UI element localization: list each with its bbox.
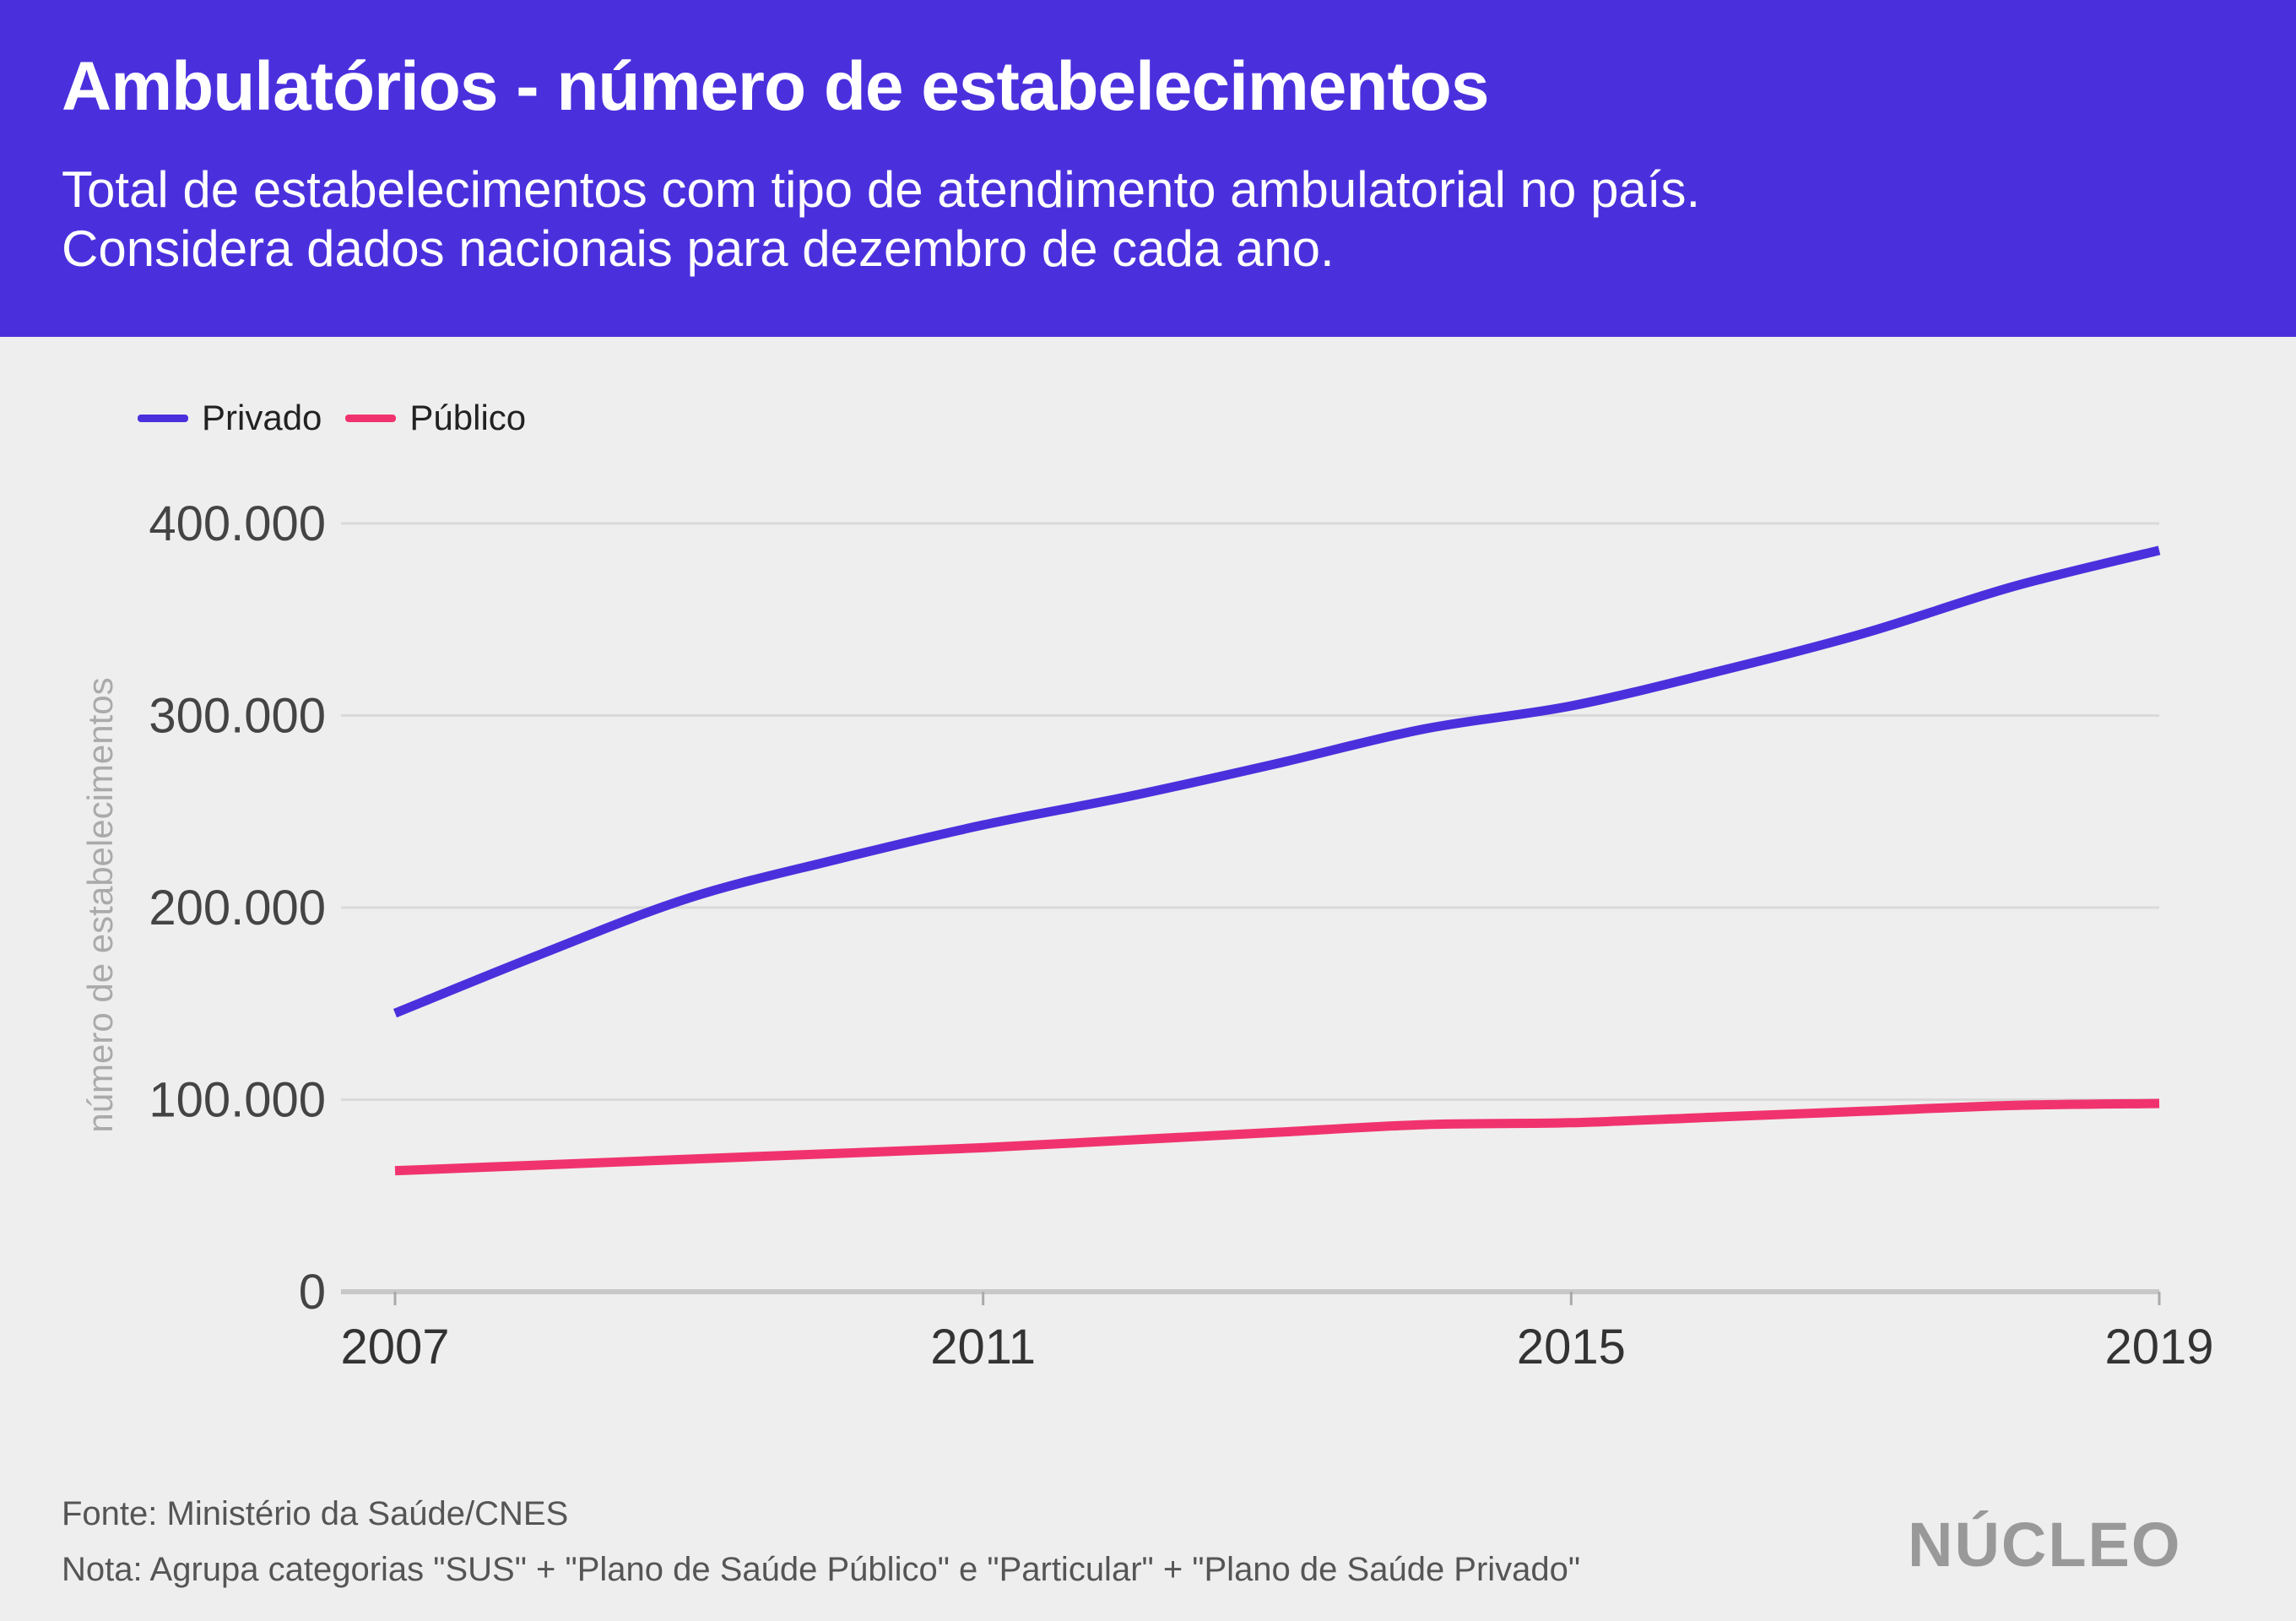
chart-legend: Privado Público [138,397,534,439]
legend-item-publico: Público [345,398,526,438]
x-tick-label: 2011 [930,1320,1036,1374]
legend-item-privado: Privado [138,398,322,438]
chart-title: Ambulatórios - número de estabelecimento… [62,48,1489,125]
y-tick-label: 200.000 [149,881,326,935]
chart-subtitle: Total de estabelecimentos com tipo de at… [62,160,2172,279]
x-tick-label: 2019 [2104,1320,2213,1374]
subtitle-line-2: Considera dados nacionais para dezembro … [62,220,1335,277]
y-tick-label: 0 [299,1265,326,1320]
subtitle-line-1: Total de estabelecimentos com tipo de at… [62,161,1701,218]
series-line-privado [393,545,2161,1018]
legend-label-publico: Público [409,398,527,437]
x-tick-label: 2015 [1517,1320,1626,1374]
source-note: Fonte: Ministério da Saúde/CNES [62,1495,569,1532]
legend-label-privado: Privado [202,398,322,437]
x-axis: 2007 2011 2015 2019 [340,1292,2214,1374]
series-lines [393,545,2161,1176]
nucleo-logo: NÚCLEO [1908,1510,2182,1580]
legend-swatch-privado [138,414,188,422]
series-line-publico [394,1098,2160,1176]
y-tick-label: 400.000 [149,496,326,551]
footer: Fonte: Ministério da Saúde/CNES Nota: Ag… [62,1486,1580,1597]
methodology-note: Nota: Agrupa categorias "SUS" + "Plano d… [62,1551,1581,1588]
y-tick-label: 300.000 [149,689,326,744]
grid-lines [341,522,2159,1294]
x-tick-label: 2007 [340,1320,449,1374]
y-axis: 0 100.000 200.000 300.000 400.000 [149,496,326,1320]
y-axis-label: número de estabelecimentos [80,677,120,1132]
header-banner: Ambulatórios - número de estabelecimento… [0,0,2296,337]
y-tick-label: 100.000 [149,1073,326,1128]
legend-swatch-publico [345,414,397,422]
